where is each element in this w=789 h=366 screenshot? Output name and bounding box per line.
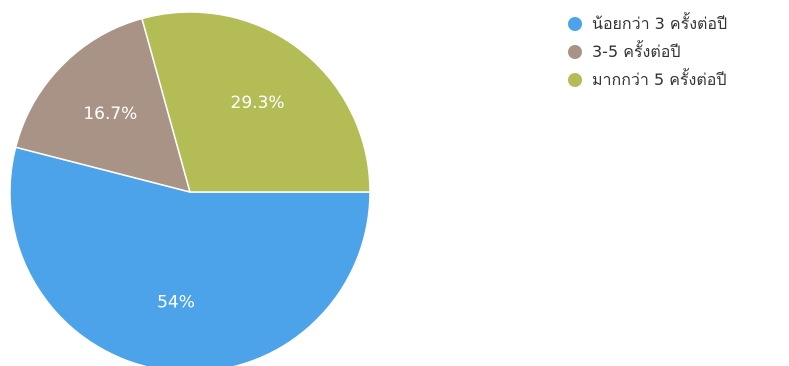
legend-item: น้อยกว่า 3 ครั้งต่อปี — [568, 10, 783, 38]
legend-item: 3-5 ครั้งต่อปี — [568, 38, 783, 66]
legend-swatch — [568, 17, 582, 31]
legend-label: 3-5 ครั้งต่อปี — [592, 41, 681, 61]
slice-data-label: 16.7% — [83, 104, 137, 124]
pie-slice — [14, 17, 192, 194]
legend-item: มากกว่า 5 ครั้งต่อปี — [568, 66, 783, 94]
slice-data-label: 54% — [157, 293, 195, 313]
legend-swatch — [568, 73, 582, 87]
legend-label: น้อยกว่า 3 ครั้งต่อปี — [592, 13, 728, 33]
legend: น้อยกว่า 3 ครั้งต่อปี 3-5 ครั้งต่อปีมากกว… — [568, 10, 783, 94]
pie-slice — [141, 11, 371, 193]
legend-swatch — [568, 45, 582, 59]
slice-data-label: 29.3% — [231, 93, 285, 113]
legend-label: มากกว่า 5 ครั้งต่อปี — [592, 69, 727, 89]
pie-slice — [9, 146, 371, 366]
